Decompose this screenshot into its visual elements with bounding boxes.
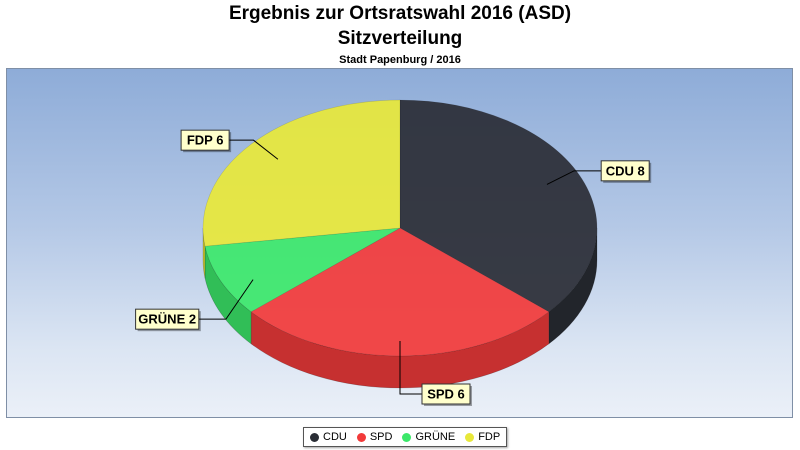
data-label-grüne: GRÜNE 2 — [138, 312, 196, 327]
leader-line-spd — [399, 340, 422, 395]
chart-title: Ergebnis zur Ortsratswahl 2016 (ASD) — [228, 3, 572, 24]
legend-marker-fdp — [465, 432, 475, 442]
leader-line-fdp — [229, 139, 279, 160]
legend-label-spd: SPD — [369, 431, 393, 443]
leader-line-grüne — [198, 279, 254, 320]
legend-item-grüne: GRÜNE — [402, 431, 455, 443]
pie-slice-grüne — [204, 227, 401, 313]
label-box-grüne — [135, 308, 200, 330]
chart-subtitle: Sitzverteilung — [337, 28, 463, 49]
data-label-cdu: CDU 8 — [606, 163, 645, 178]
legend-marker-cdu — [310, 432, 319, 442]
leader-line-cdu — [546, 170, 602, 185]
legend-label-cdu: CDU — [323, 431, 347, 443]
data-labels: CDU 8 SPD 6 GRÜNE 2 FDP 6 — [135, 129, 652, 406]
pie-slice-cdu — [399, 99, 598, 313]
label-box-cdu — [600, 160, 650, 182]
label-box-spd — [421, 383, 471, 405]
pie-slice-fdp — [202, 99, 401, 247]
pie-top — [202, 99, 598, 357]
legend-marker-spd — [356, 432, 366, 442]
legend-item-cdu: CDU — [310, 431, 347, 443]
legend-label-fdp: FDP — [478, 431, 501, 443]
pie-side-walls — [202, 227, 598, 389]
legend: CDU SPD GRÜNE FDP — [303, 427, 508, 447]
legend-marker-grüne — [402, 432, 412, 442]
chart-caption: Stadt Papenburg / 2016 — [339, 54, 461, 66]
legend-item-fdp: FDP — [465, 431, 500, 443]
label-box-fdp — [180, 129, 230, 151]
legend-item-spd: SPD — [356, 431, 393, 443]
data-label-spd: SPD 6 — [427, 387, 465, 402]
legend-label-grüne: GRÜNE — [415, 431, 456, 443]
data-label-fdp: FDP 6 — [187, 133, 224, 148]
